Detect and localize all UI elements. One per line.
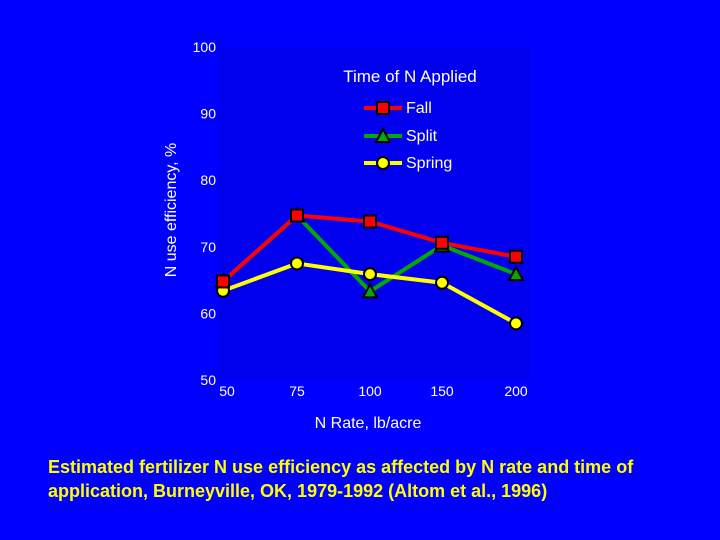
plot-area <box>220 47 530 380</box>
y-axis-ticks: 50 60 70 80 90 100 <box>193 39 217 388</box>
data-point-split <box>361 282 379 299</box>
data-point-fall <box>509 249 523 264</box>
y-tick-label: 100 <box>193 39 217 55</box>
legend-item-split: Split <box>364 126 438 145</box>
legend-item-fall: Fall <box>364 100 432 117</box>
legend-marker <box>376 156 390 170</box>
legend: Fall Split Spring <box>364 100 452 172</box>
y-tick-label: 50 <box>200 372 216 388</box>
data-point-fall <box>435 235 449 250</box>
legend-label: Fall <box>406 100 432 117</box>
y-tick-label: 90 <box>200 106 216 122</box>
data-point-spring <box>363 267 377 282</box>
data-point-fall <box>290 208 304 223</box>
data-point-split <box>507 264 525 282</box>
y-tick-label: 60 <box>200 305 216 321</box>
x-axis-ticks: 50 75 100 150 200 <box>219 383 528 399</box>
data-point-fall <box>363 214 377 229</box>
x-tick-label: 50 <box>219 383 235 399</box>
data-point-spring <box>435 275 449 290</box>
legend-marker <box>376 101 390 115</box>
legend-marker <box>374 126 392 143</box>
x-tick-label: 200 <box>504 383 528 399</box>
y-tick-label: 80 <box>200 172 216 188</box>
legend-item-spring: Spring <box>364 155 452 172</box>
series-layer <box>214 206 525 331</box>
legend-label: Split <box>406 128 438 145</box>
series-fall <box>216 208 523 289</box>
data-point-spring <box>509 316 523 331</box>
x-axis-title: N Rate, lb/acre <box>315 415 422 432</box>
y-tick-label: 70 <box>200 239 216 255</box>
legend-label: Spring <box>406 155 452 172</box>
data-point-spring <box>290 256 304 271</box>
x-tick-label: 75 <box>289 383 305 399</box>
x-tick-label: 150 <box>430 383 454 399</box>
y-axis-title: N use efficiency, % <box>163 143 180 278</box>
figure-caption: Estimated fertilizer N use efficiency as… <box>48 457 634 501</box>
legend-title: Time of N Applied <box>343 67 477 86</box>
x-tick-label: 100 <box>358 383 382 399</box>
data-point-fall <box>216 274 230 289</box>
